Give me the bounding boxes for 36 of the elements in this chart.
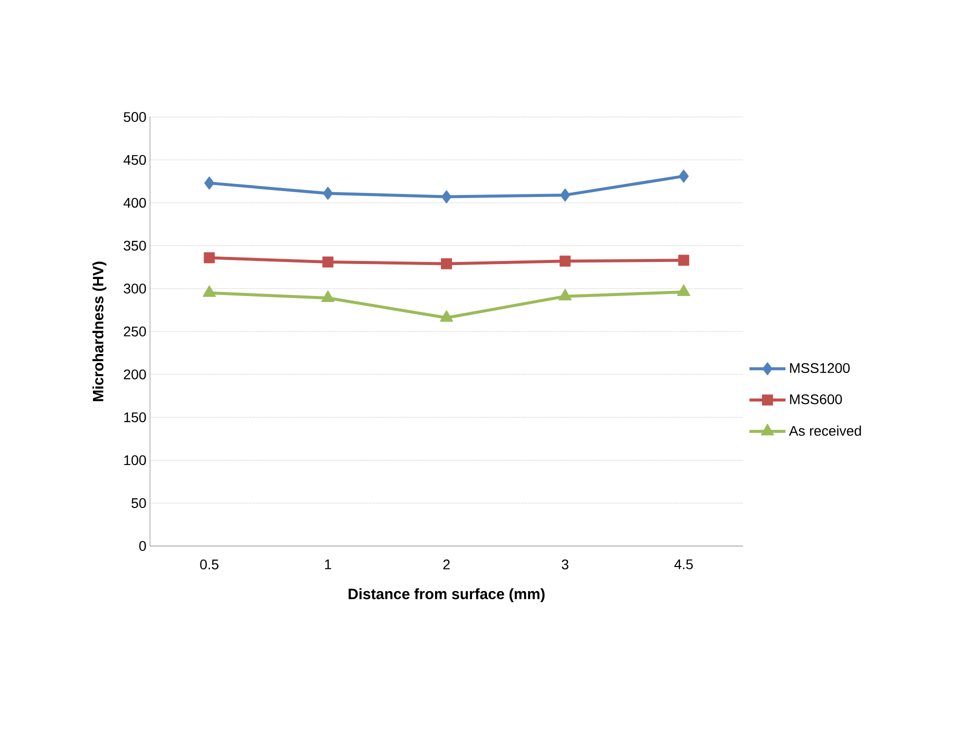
point: [321, 290, 334, 302]
y-tick-label: 150: [124, 412, 146, 422]
point: [441, 258, 452, 270]
point: [322, 186, 333, 200]
point: [558, 288, 572, 300]
y-axis-title: Microhardness (HV): [92, 262, 106, 402]
point: [322, 256, 334, 268]
legend-label: MSS1200: [790, 363, 850, 373]
point: [204, 252, 215, 264]
legend-label: MSS600: [790, 394, 842, 404]
x-tick-label: 4.5: [674, 560, 693, 570]
x-tick-label: 3: [562, 560, 568, 570]
point: [560, 188, 570, 202]
point: [442, 190, 452, 204]
x-axis-title: Distance from surface (mm): [348, 588, 545, 602]
y-tick-label: 300: [124, 284, 146, 294]
point: [678, 170, 689, 183]
x-tick-label: 2: [443, 560, 450, 570]
y-tick-label: 250: [124, 326, 146, 336]
point: [202, 285, 216, 297]
y-tick-label: 500: [124, 112, 146, 122]
point: [677, 284, 690, 296]
x-tick-label: 1: [325, 560, 332, 570]
point: [440, 310, 454, 322]
x-tick-label: 0.5: [200, 560, 218, 570]
y-tick-label: 100: [124, 455, 146, 466]
point: [204, 176, 214, 190]
point: [560, 256, 571, 267]
y-tick-label: 200: [124, 369, 146, 380]
y-tick-label: 450: [124, 154, 146, 165]
legend-label: As received: [789, 426, 861, 436]
y-tick-label: 50: [132, 498, 146, 508]
y-tick-label: 400: [124, 198, 146, 208]
point: [678, 254, 690, 266]
y-tick-label: 0: [139, 541, 146, 551]
y-tick-label: 350: [124, 240, 146, 251]
